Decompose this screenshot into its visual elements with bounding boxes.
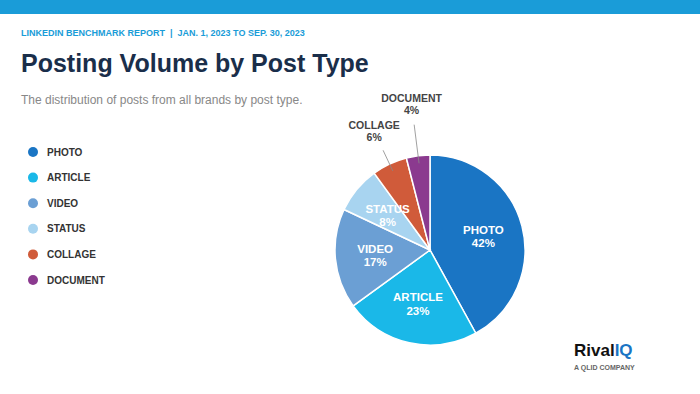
- data-label-category: COLLAGE: [349, 119, 400, 131]
- legend: PHOTO ARTICLE VIDEO STATUS COLLAGE DOCUMENT: [28, 147, 105, 286]
- data-label-value: 17%: [364, 256, 387, 268]
- pie-slice: [353, 250, 476, 345]
- pie: [335, 155, 525, 345]
- data-label: PHOTO42%: [463, 224, 504, 249]
- legend-marker: [28, 249, 38, 259]
- legend-marker: [28, 198, 38, 208]
- top-bar: [0, 0, 700, 14]
- subtitle: The distribution of posts from all brand…: [21, 93, 302, 107]
- legend-marker: [28, 275, 38, 285]
- legend-label: DOCUMENT: [47, 275, 105, 286]
- data-label-value: 8%: [379, 216, 396, 228]
- logo: RivalIQ: [574, 341, 633, 360]
- legend-label: VIDEO: [47, 198, 78, 209]
- data-label-value: 4%: [404, 104, 420, 116]
- legend-label: STATUS: [47, 223, 86, 234]
- legend-marker: [28, 173, 38, 183]
- data-label-category: ARTICLE: [393, 291, 443, 303]
- data-label-value: 42%: [472, 237, 495, 249]
- logo-part: Rival: [574, 341, 615, 360]
- leader-line: [414, 125, 419, 164]
- legend-label: PHOTO: [47, 147, 83, 158]
- legend-marker: [28, 224, 38, 234]
- title: Posting Volume by Post Type: [21, 49, 369, 77]
- data-label: STATUS8%: [365, 203, 410, 228]
- data-label-value: 6%: [367, 131, 383, 143]
- data-label-category: STATUS: [365, 203, 410, 215]
- chart-root: LINKEDIN BENCHMARK REPORT | JAN. 1, 2023…: [0, 0, 700, 394]
- data-label: COLLAGE6%: [349, 119, 400, 143]
- logo-part: IQ: [615, 341, 633, 360]
- legend-label: ARTICLE: [47, 172, 91, 183]
- data-labels: PHOTO42% ARTICLE 23% VIDEO17% STATUS8% COLLAG…: [349, 92, 504, 317]
- data-label: DOCUMENT4%: [381, 92, 442, 116]
- leader-line: [383, 150, 393, 171]
- data-label: ARTICLE 23%: [393, 291, 443, 316]
- data-label-category: DOCUMENT: [381, 92, 442, 104]
- data-label-value: 23%: [406, 305, 429, 317]
- pie-slice: [406, 155, 430, 250]
- data-label: VIDEO17%: [357, 243, 393, 268]
- legend-marker: [28, 147, 38, 157]
- header-label: LINKEDIN BENCHMARK REPORT | JAN. 1, 2023…: [21, 28, 305, 38]
- data-label-category: PHOTO: [463, 224, 504, 236]
- legend-label: COLLAGE: [47, 249, 96, 260]
- logo-subtext: A QLID COMPANY: [574, 364, 635, 372]
- data-label-category: VIDEO: [357, 243, 393, 255]
